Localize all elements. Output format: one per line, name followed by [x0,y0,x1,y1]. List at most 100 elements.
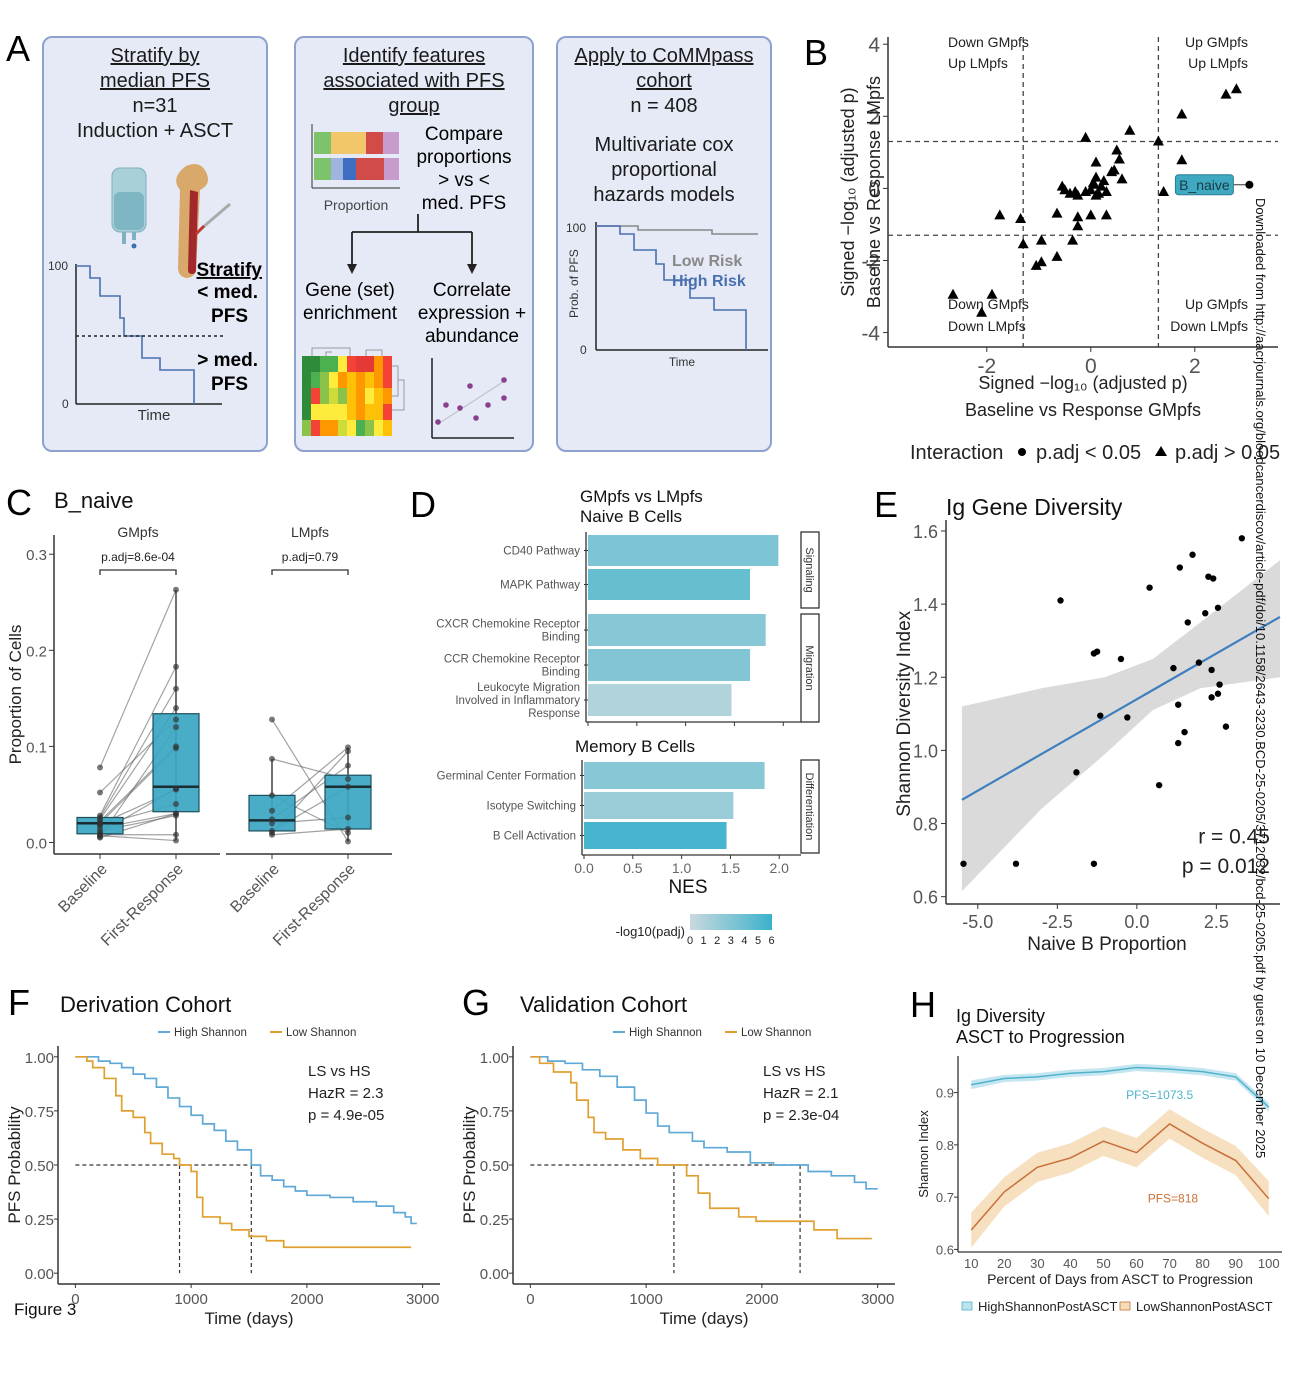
data-point [1208,666,1215,674]
y-tick-label: 1.00 [480,1050,509,1067]
heatmap-cell [383,356,392,372]
data-point [1073,769,1080,776]
data-point [173,724,179,731]
panel-label-e: E [874,484,899,525]
y-tick-label: 0.25 [25,1212,54,1229]
data-point-triangle [1230,83,1242,94]
nes-bar [588,614,766,646]
panel-h-title-line1: Ig Diversity [956,1006,1046,1026]
confidence-band [971,1109,1269,1248]
km-curve [530,1055,878,1190]
data-point-triangle [1111,144,1123,155]
bar-label: CXCR Chemokine Receptor [436,619,580,631]
y-tick-label: 1.00 [25,1050,54,1067]
legend-triangle-icon [1155,446,1167,456]
data-point [1184,619,1191,626]
x-tick-label: 0 [526,1291,534,1308]
x-tick-label: 3000 [406,1291,439,1308]
bar-label: Response [528,708,580,720]
data-point [173,685,179,692]
x-tick-label: 1.5 [721,860,741,876]
legend-tick-label: 0 [687,935,693,947]
stratify-treatment: Induction + ASCT [76,120,234,142]
data-point [1189,551,1196,558]
paired-line [99,835,177,842]
heatmap-cell [311,420,320,436]
heatmap-cell [311,372,320,388]
stratify-title-line1: Stratify by [110,45,200,67]
x-axis-title: Time (days) [659,1309,748,1328]
correlation-p: p = 0.012 [1182,855,1270,878]
bar-label: MAPK Pathway [500,580,580,592]
legend-tick-label: 5 [755,935,761,947]
km-curve [75,1055,417,1225]
y-tick-label: 0.1 [26,739,47,756]
data-point-triangle [1220,88,1232,99]
x-axis-title: Time (days) [204,1309,293,1328]
data-point-triangle [1176,108,1188,119]
x-tick-label: 0 [1085,355,1097,378]
dendrogram-top [311,347,383,356]
y-tick-label: 4 [868,34,880,57]
panel-a-commpass-box: Apply to CoMMpass cohort n = 408 Multiva… [556,36,772,452]
quadrant-label-bottom-right: Up GMpfs [1185,296,1248,312]
data-point-triangle [1116,173,1128,184]
data-point-triangle [1067,234,1079,245]
iv-bag-and-bone-illustration [111,164,231,278]
data-point [1146,584,1153,591]
heatmap-cell [320,420,329,436]
data-point [1093,648,1101,655]
y-tick-label: 0.2 [26,643,47,660]
bar-label: CCR Chemokine Receptor [444,654,580,666]
data-point [1202,610,1209,617]
km-annotation: LS vs HS [308,1063,371,1080]
confidence-band [971,1063,1269,1112]
heatmap-cell [329,420,338,436]
data-point [345,762,351,769]
legend-label: HighShannonPostASCT [978,1299,1118,1314]
panel-label-b: B [804,32,829,73]
data-point-triangle [1176,154,1188,165]
correlation-scatter-icon [431,358,514,439]
heatmap-cell [302,420,311,436]
data-point [269,755,275,762]
y-tick-label: 2 [868,106,880,129]
heatmap-cell [320,404,329,420]
heatmap-cell [356,372,365,388]
data-point-triangle [1069,186,1081,196]
quadrant-label-bottom-left: Down LMpfs [948,318,1026,334]
heatmap-icon [302,347,405,436]
panel-f-km-plot: High Shannon Low Shannon 0.00 0.25 0.50 0.75 1… [5,1027,440,1328]
y-axis-title: Shannon Diversity Index [894,610,915,816]
heatmap-cell [311,388,320,404]
heatmap-cell [374,356,383,372]
data-point [345,814,351,821]
x-tick-label: 60 [1129,1256,1143,1271]
heatmap-cell [347,404,356,420]
data-point [269,792,275,799]
x-tick-label: 90 [1228,1256,1242,1271]
heatmap-cell [383,404,392,420]
x-tick-label: 0.0 [574,860,594,876]
legend-colorbar [690,914,772,930]
panel-h-title: Ig Diversity ASCT to Progression [956,1006,1125,1048]
legend-label: Low Shannon [741,1027,811,1039]
heatmap-cell [320,372,329,388]
x-tick-label: 10 [964,1256,978,1271]
panel-label-d: D [410,484,436,525]
heatmap-cell [320,388,329,404]
panel-h-line-plot: PFS=1073.5 PFS=818 0.6 0.7 0.8 0.9 10 20 30 40 50 6… [916,1056,1282,1314]
compare-line3: > vs < [438,170,490,191]
legend-title: -log10(padj) [616,924,685,939]
branch-arrows-icon [351,214,473,268]
data-point [173,663,179,670]
km-curve [530,1055,872,1240]
x-tick-label: -2 [977,355,996,378]
panel-d-subtitle-memory: Memory B Cells [575,737,695,756]
data-point [1175,739,1182,747]
quadrant-label-top-left: Down GMpfs [948,34,1029,50]
data-point [173,745,179,752]
panel-a-stratify-box: Stratify by median PFS n=31 Induction + … [42,36,268,452]
panel-e-title: Ig Gene Diversity [946,494,1123,520]
